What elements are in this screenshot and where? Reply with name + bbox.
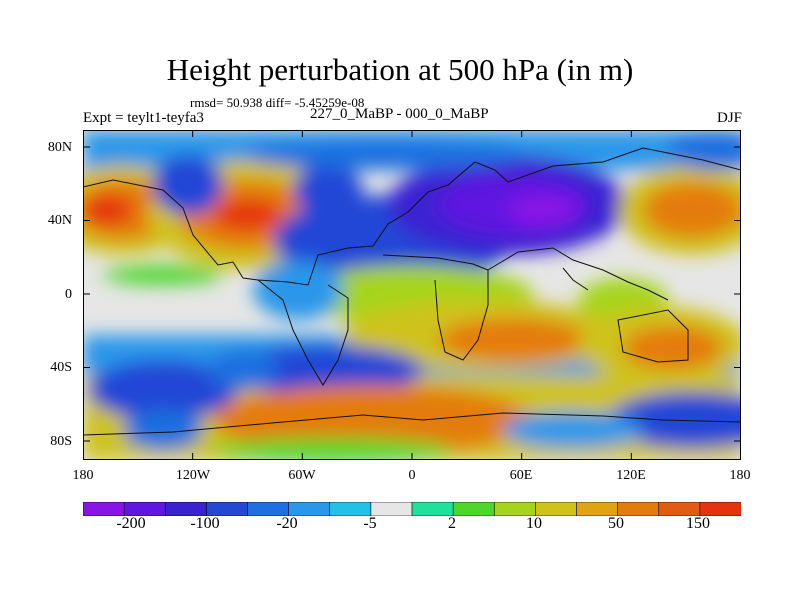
colorbar-swatch: [576, 502, 619, 516]
lon-tick-label: 0: [408, 468, 416, 483]
stats-label: rmsd= 50.938 diff= -5.45259e-08: [190, 95, 365, 110]
map-title: Height perturbation at 500 hPa (in m): [166, 52, 634, 87]
colorbar-swatch: [493, 502, 536, 516]
colorbar-swatch: [699, 502, 741, 516]
colorbar-swatch: [370, 502, 413, 516]
experiment-label: Expt = teylt1-teyfa3: [83, 110, 204, 126]
lat-tick-label: 0: [65, 287, 72, 302]
season-label: DJF: [716, 110, 742, 126]
lat-tick-label: 80S: [50, 434, 72, 449]
lat-tick-label: 40S: [50, 360, 72, 375]
colorbar-swatch: [617, 502, 660, 516]
lon-tick-label: 120E: [616, 468, 646, 483]
colorbar-swatch: [658, 502, 701, 516]
colorbar-swatch: [329, 502, 372, 516]
lon-tick-label: 180: [729, 468, 751, 483]
colorbar-swatch: [535, 502, 578, 516]
colorbar-label: -20: [276, 515, 298, 532]
colorbar-label: -100: [190, 515, 220, 532]
lon-tick-label: 120W: [175, 468, 211, 483]
colorbar-swatch: [206, 502, 249, 516]
colorbar-label: 10: [526, 515, 542, 532]
colorbar-label: 50: [608, 515, 624, 532]
colorbar-label: 150: [686, 515, 710, 532]
colorbar-swatch: [247, 502, 290, 516]
colorbar-swatch: [164, 502, 207, 516]
colorbar-swatch: [83, 502, 125, 516]
colorbar-swatch: [123, 502, 166, 516]
lon-tick-label: 60W: [288, 468, 316, 483]
colorbar-label: -200: [116, 515, 146, 532]
colorbar-swatch: [288, 502, 331, 516]
lat-tick-label: 80N: [47, 140, 72, 155]
colorbar-swatch: [411, 502, 454, 516]
colorbar-label: -5: [363, 515, 377, 532]
colorbar: [83, 502, 741, 516]
lon-tick-label: 180: [72, 468, 94, 483]
colorbar-swatch: [452, 502, 495, 516]
lat-tick-label: 40N: [47, 213, 72, 228]
lon-tick-label: 60E: [509, 468, 533, 483]
period-label: 227_0_MaBP - 000_0_MaBP: [310, 106, 489, 122]
colorbar-label: 2: [448, 515, 456, 532]
height-perturbation-map: [83, 130, 741, 460]
